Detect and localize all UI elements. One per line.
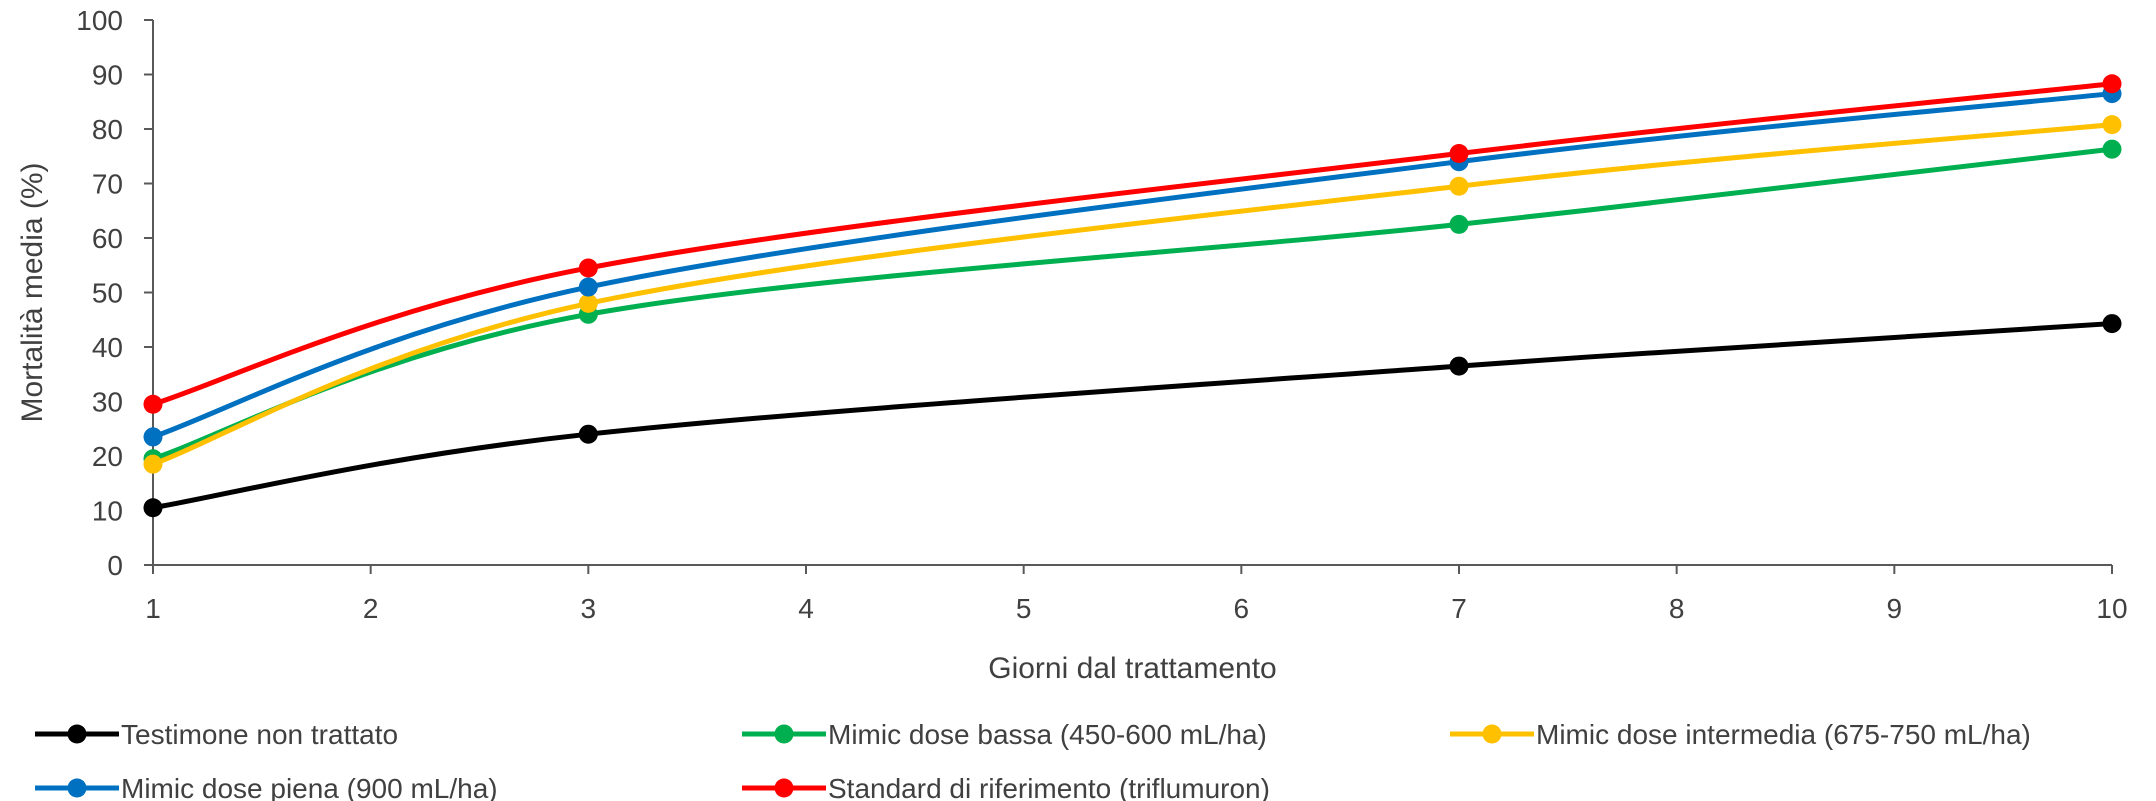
y-tick-label: 40 [92, 332, 123, 363]
x-axis-title: Giorni dal trattamento [988, 652, 1276, 685]
legend-swatch-marker [1482, 724, 1502, 744]
y-tick-label: 20 [92, 441, 123, 472]
data-point [1449, 214, 1469, 234]
data-point [143, 427, 163, 447]
y-tick-label: 70 [92, 169, 123, 200]
x-tick-label: 7 [1451, 593, 1467, 624]
data-point [1449, 144, 1469, 164]
series-line [150, 81, 2115, 407]
x-tick-label: 4 [798, 593, 814, 624]
y-tick-label: 90 [92, 60, 123, 91]
y-tick-label: 30 [92, 387, 123, 418]
series-layer [143, 74, 2122, 518]
series-1 [143, 314, 2122, 518]
data-point [578, 424, 598, 444]
data-point [578, 258, 598, 278]
legend-item: Mimic dose bassa (450-600 mL/ha) [742, 719, 1267, 750]
axes: 0 10 20 30 40 50 60 70 80 90 100 1 2 3 4 5 6 7 8 9 10 [76, 5, 2127, 624]
y-tick-label: 50 [92, 278, 123, 309]
series-5 [143, 74, 2122, 414]
data-point [2102, 115, 2122, 135]
legend-item: Testimone non trattato [35, 719, 398, 750]
legend-label: Mimic dose intermedia (675-750 mL/ha) [1536, 719, 2031, 750]
legend-swatch-marker [67, 778, 87, 798]
legend-swatch-marker [774, 724, 794, 744]
y-tick-label: 60 [92, 223, 123, 254]
x-tick-label: 10 [2096, 593, 2127, 624]
y-tick-label: 0 [107, 550, 123, 581]
x-tick-label: 2 [363, 593, 379, 624]
legend-swatch-marker [774, 778, 794, 798]
data-point [1449, 176, 1469, 196]
series-4 [143, 84, 2122, 447]
x-tick-label: 8 [1669, 593, 1685, 624]
legend-item: Mimic dose piena (900 mL/ha) [35, 773, 498, 801]
legend-item: Standard di riferimento (triflumuron) [742, 773, 1270, 801]
data-point [578, 277, 598, 297]
y-tick-label: 10 [92, 496, 123, 527]
data-point [143, 454, 163, 474]
legend-label: Testimone non trattato [121, 719, 398, 750]
legend-swatch-marker [67, 724, 87, 744]
legend-label: Mimic dose piena (900 mL/ha) [121, 773, 498, 801]
data-point [143, 394, 163, 414]
legend: Testimone non trattato Mimic dose bassa (… [35, 719, 2031, 801]
data-point [2102, 314, 2122, 334]
data-point [143, 498, 163, 518]
x-tick-label: 3 [581, 593, 597, 624]
legend-label: Standard di riferimento (triflumuron) [828, 773, 1270, 801]
legend-label: Mimic dose bassa (450-600 mL/ha) [828, 719, 1267, 750]
y-axis-title: Mortalità media (%) [16, 162, 49, 422]
y-tick-label: 80 [92, 114, 123, 145]
series-line [150, 321, 2115, 511]
data-point [2102, 139, 2122, 159]
series-3 [143, 115, 2122, 474]
data-point [1449, 356, 1469, 376]
x-tick-label: 5 [1016, 593, 1032, 624]
x-tick-label: 6 [1234, 593, 1250, 624]
y-tick-label: 100 [76, 5, 123, 36]
series-line [150, 91, 2115, 440]
x-tick-label: 1 [145, 593, 161, 624]
series-line [150, 122, 2115, 467]
legend-item: Mimic dose intermedia (675-750 mL/ha) [1450, 719, 2031, 750]
x-tick-label: 9 [1887, 593, 1903, 624]
data-point [578, 293, 598, 313]
data-point [2102, 74, 2122, 94]
